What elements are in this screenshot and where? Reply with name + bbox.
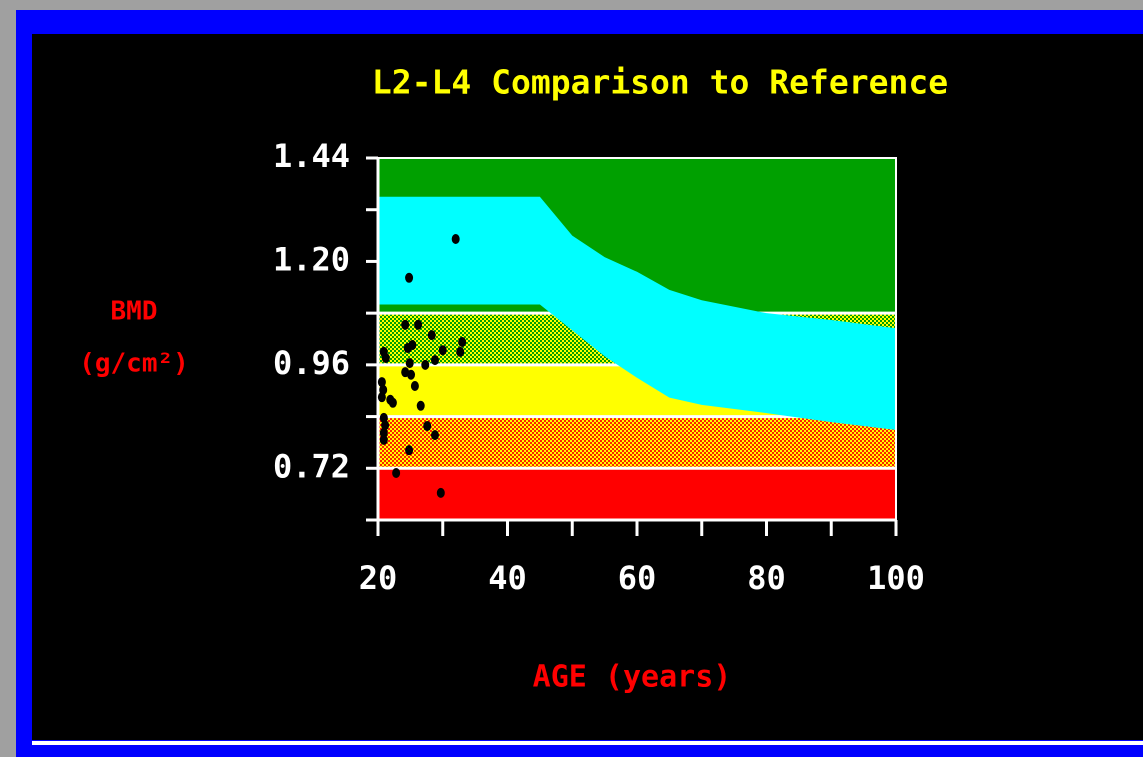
data-point — [410, 380, 419, 391]
x-tick-label: 80 — [747, 559, 786, 597]
panel-edge — [32, 741, 1143, 745]
data-point — [423, 421, 432, 432]
data-point — [407, 369, 416, 380]
x-tick-label: 100 — [867, 559, 925, 597]
y-axis-label: BMD — [111, 297, 158, 327]
data-point — [379, 427, 388, 438]
chart-title: L2-L4 Comparison to Reference — [372, 63, 948, 102]
y-tick-label: 1.20 — [273, 240, 350, 278]
reference-band — [378, 196, 896, 430]
data-point — [430, 430, 439, 441]
data-point — [379, 434, 388, 445]
data-point — [388, 397, 397, 408]
data-point — [381, 352, 390, 363]
data-point — [414, 319, 423, 330]
x-tick-label: 60 — [618, 559, 657, 597]
y-tick-label: 1.44 — [273, 137, 350, 175]
x-axis-label: AGE (years) — [533, 660, 732, 695]
zone — [378, 416, 896, 469]
data-point — [377, 392, 386, 403]
data-point — [458, 337, 467, 348]
data-point — [430, 355, 439, 366]
x-tick-label: 20 — [359, 559, 398, 597]
data-point — [427, 330, 436, 341]
data-point — [438, 345, 447, 356]
data-point — [405, 445, 414, 456]
data-point — [456, 346, 465, 357]
data-point — [381, 420, 390, 431]
data-point — [408, 340, 417, 351]
data-point — [377, 377, 386, 388]
data-point — [421, 359, 430, 370]
data-point — [405, 358, 414, 369]
data-point — [405, 272, 414, 283]
zone — [378, 468, 896, 520]
data-point — [416, 400, 425, 411]
y-axis-label: (g/cm²) — [79, 349, 189, 379]
data-point — [401, 319, 410, 330]
data-point — [392, 468, 401, 479]
y-tick-label: 0.72 — [273, 447, 350, 485]
data-point — [436, 487, 445, 498]
y-tick-label: 0.96 — [273, 344, 350, 382]
data-point — [451, 234, 460, 245]
x-tick-label: 40 — [488, 559, 527, 597]
